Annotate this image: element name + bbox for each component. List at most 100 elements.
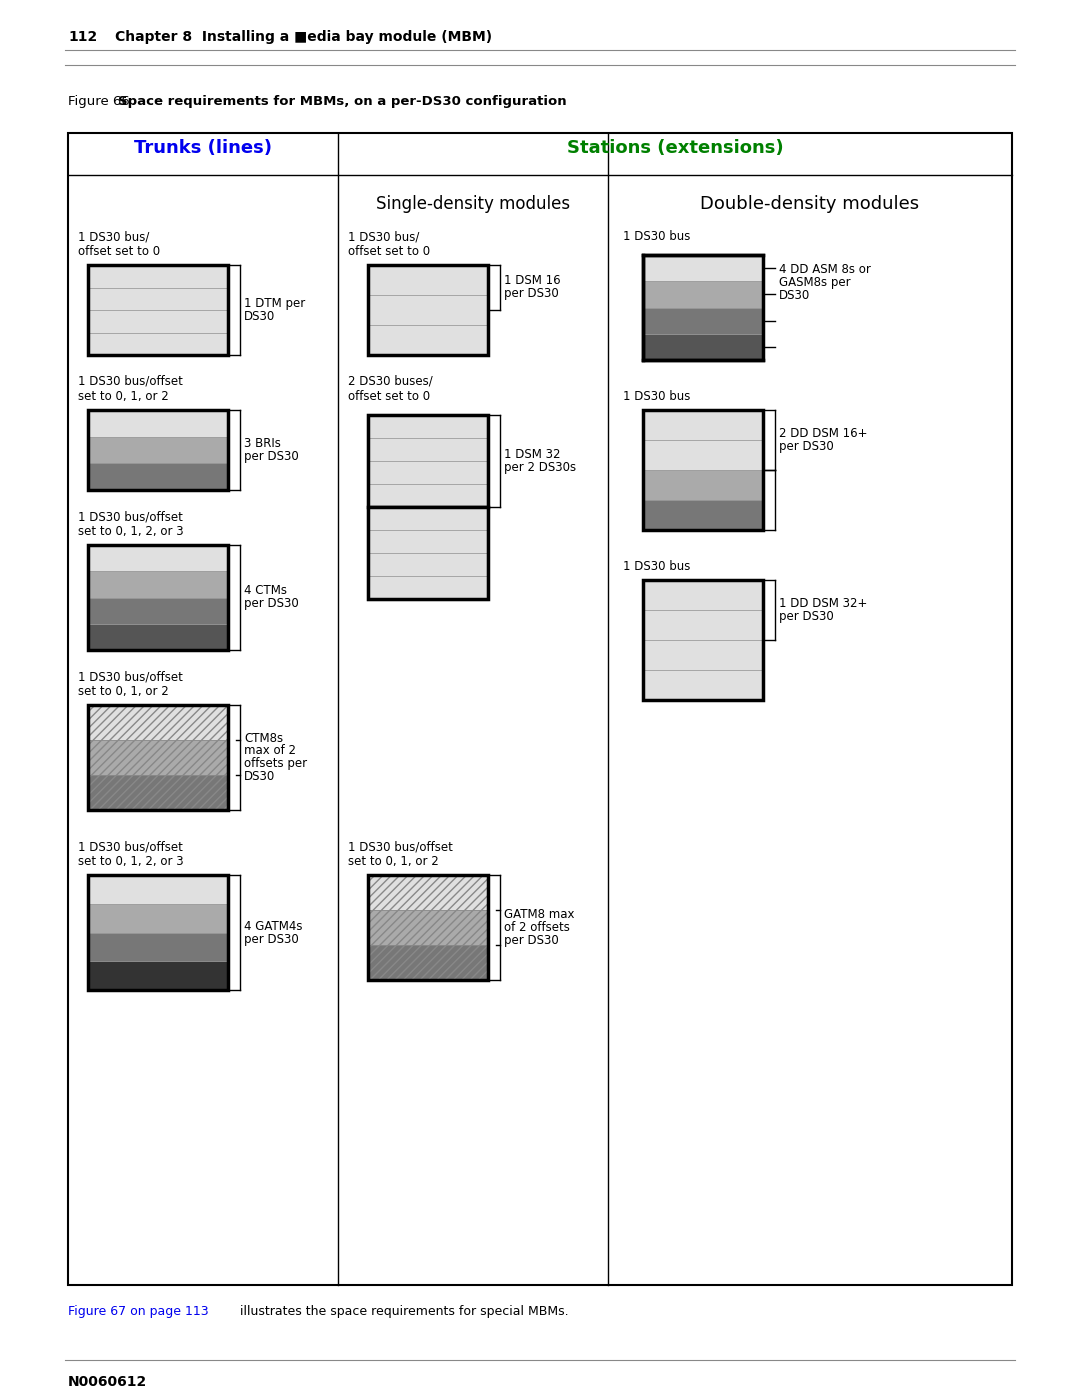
Text: 1 DS30 bus/: 1 DS30 bus/ xyxy=(78,231,149,243)
Text: 1 DS30 bus: 1 DS30 bus xyxy=(623,560,690,573)
Text: per DS30: per DS30 xyxy=(504,935,558,947)
Text: per 2 DS30s: per 2 DS30s xyxy=(504,461,576,474)
Text: 2 DS30 buses/: 2 DS30 buses/ xyxy=(348,374,433,388)
Bar xyxy=(87,409,228,490)
Text: GATM8 max: GATM8 max xyxy=(504,908,575,921)
Text: set to 0, 1, 2, or 3: set to 0, 1, 2, or 3 xyxy=(78,525,184,538)
Bar xyxy=(68,133,1012,1285)
Bar xyxy=(87,545,228,571)
Text: Trunks (lines): Trunks (lines) xyxy=(134,138,272,156)
Text: 1 DS30 bus/offset: 1 DS30 bus/offset xyxy=(78,840,183,854)
Text: 1 DSM 32: 1 DSM 32 xyxy=(504,448,561,461)
Bar xyxy=(643,640,762,671)
Bar xyxy=(87,740,228,775)
Text: max of 2: max of 2 xyxy=(244,745,296,757)
Text: per DS30: per DS30 xyxy=(244,450,299,462)
Text: N0060612: N0060612 xyxy=(68,1375,147,1389)
Bar xyxy=(368,909,488,944)
Bar xyxy=(643,580,762,610)
Text: DS30: DS30 xyxy=(244,310,275,323)
Text: Stations (extensions): Stations (extensions) xyxy=(567,138,783,156)
Text: set to 0, 1, or 2: set to 0, 1, or 2 xyxy=(78,685,168,698)
Bar xyxy=(368,875,488,981)
Text: DS30: DS30 xyxy=(244,771,275,784)
Text: set to 0, 1, or 2: set to 0, 1, or 2 xyxy=(348,855,438,868)
Bar xyxy=(87,623,228,650)
Bar xyxy=(87,933,228,961)
Bar xyxy=(643,409,762,529)
Bar xyxy=(643,281,762,307)
Text: per DS30: per DS30 xyxy=(244,933,299,946)
Bar xyxy=(87,875,228,904)
Bar xyxy=(368,415,488,507)
Bar xyxy=(643,671,762,700)
Text: 1 DD DSM 32+: 1 DD DSM 32+ xyxy=(779,597,867,610)
Bar xyxy=(368,529,488,553)
Text: 1 DS30 bus/offset: 1 DS30 bus/offset xyxy=(348,840,453,854)
Text: 4 GATM4s: 4 GATM4s xyxy=(244,919,302,933)
Text: 1 DSM 16: 1 DSM 16 xyxy=(504,274,561,288)
Bar xyxy=(87,775,228,810)
Bar xyxy=(87,875,228,990)
Bar xyxy=(87,310,228,332)
Bar xyxy=(368,875,488,909)
Text: Figure 66: Figure 66 xyxy=(68,95,130,108)
Bar xyxy=(368,326,488,355)
Text: of 2 offsets: of 2 offsets xyxy=(504,921,570,935)
Bar xyxy=(368,507,488,529)
Text: CTM8s: CTM8s xyxy=(244,732,283,745)
Bar xyxy=(643,440,762,469)
Bar xyxy=(643,256,762,281)
Bar xyxy=(87,265,228,288)
Bar xyxy=(87,409,228,437)
Text: illustrates the space requirements for special MBMs.: illustrates the space requirements for s… xyxy=(237,1305,569,1317)
Text: Figure 67 on page 113: Figure 67 on page 113 xyxy=(68,1305,208,1317)
Bar xyxy=(87,598,228,623)
Bar xyxy=(368,483,488,507)
Text: 1 DS30 bus: 1 DS30 bus xyxy=(623,390,690,402)
Text: per DS30: per DS30 xyxy=(244,598,299,610)
Bar xyxy=(368,507,488,599)
Text: set to 0, 1, 2, or 3: set to 0, 1, 2, or 3 xyxy=(78,855,184,868)
Bar xyxy=(87,904,228,933)
Text: 112: 112 xyxy=(68,29,97,43)
Text: 4 DD ASM 8s or: 4 DD ASM 8s or xyxy=(779,263,870,277)
Text: 2 DD DSM 16+: 2 DD DSM 16+ xyxy=(779,427,867,440)
Bar xyxy=(87,705,228,740)
Text: GASM8s per: GASM8s per xyxy=(779,277,851,289)
Bar xyxy=(368,553,488,576)
Text: Double-density modules: Double-density modules xyxy=(701,196,919,212)
Text: 1 DS30 bus/offset: 1 DS30 bus/offset xyxy=(78,671,183,683)
Text: offset set to 0: offset set to 0 xyxy=(78,244,160,258)
Bar xyxy=(368,265,488,355)
Text: per DS30: per DS30 xyxy=(504,288,558,300)
Text: Space requirements for MBMs, on a per-DS30 configuration: Space requirements for MBMs, on a per-DS… xyxy=(118,95,567,108)
Bar xyxy=(368,415,488,599)
Text: 3 BRIs: 3 BRIs xyxy=(244,437,281,450)
Text: Single-density modules: Single-density modules xyxy=(376,196,570,212)
Text: 1 DS30 bus/offset: 1 DS30 bus/offset xyxy=(78,374,183,388)
Text: offset set to 0: offset set to 0 xyxy=(348,244,430,258)
Text: 1 DS30 bus: 1 DS30 bus xyxy=(623,231,690,243)
Bar xyxy=(87,288,228,310)
Bar xyxy=(643,469,762,500)
Bar xyxy=(368,439,488,461)
Bar xyxy=(87,961,228,990)
Text: per DS30: per DS30 xyxy=(779,610,834,623)
Text: 1 DS30 bus/: 1 DS30 bus/ xyxy=(348,231,419,243)
Bar xyxy=(87,332,228,355)
Text: offset set to 0: offset set to 0 xyxy=(348,390,430,402)
Bar xyxy=(643,334,762,360)
Bar xyxy=(643,610,762,640)
Bar xyxy=(87,265,228,355)
Bar xyxy=(368,461,488,483)
Bar xyxy=(87,571,228,598)
Bar xyxy=(368,265,488,295)
Text: offsets per: offsets per xyxy=(244,757,307,771)
Text: 4 CTMs: 4 CTMs xyxy=(244,584,287,598)
Text: DS30: DS30 xyxy=(779,289,810,302)
Bar xyxy=(643,307,762,334)
Text: per DS30: per DS30 xyxy=(779,440,834,453)
Text: Chapter 8  Installing a ■edia bay module (MBM): Chapter 8 Installing a ■edia bay module … xyxy=(114,29,492,43)
Bar xyxy=(368,415,488,439)
